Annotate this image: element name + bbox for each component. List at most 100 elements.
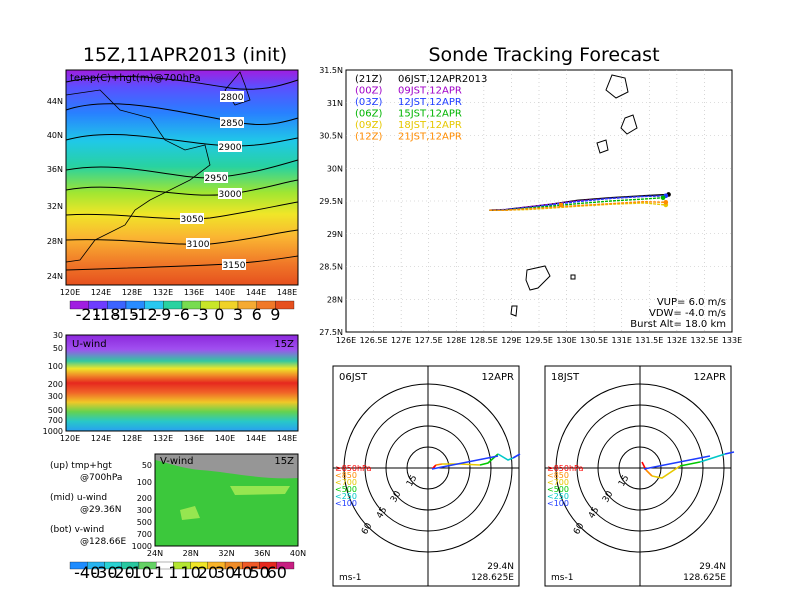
island: [570, 274, 576, 280]
level-legend: <850: [335, 471, 357, 480]
hodo-date: 12APR: [481, 372, 514, 383]
track-lon-tick: 130.5E: [580, 336, 608, 345]
level-legend: <700: [335, 478, 357, 487]
level-legend: <700: [547, 478, 569, 487]
track-lat-tick: 31N: [327, 99, 343, 108]
island: [525, 265, 551, 291]
map-lon-tick: 124E: [91, 288, 111, 297]
colorbar-label: -21: [76, 305, 102, 324]
vwind-patch: [180, 506, 200, 520]
colorbar-label: -30: [91, 563, 117, 582]
colorbar-swatch: [275, 300, 295, 310]
vwind-lat-tick: 32N: [218, 549, 234, 558]
uwind-lon-tick: 144E: [246, 434, 266, 443]
uwind-p-tick: 50: [53, 344, 63, 353]
ring-label: 45: [375, 506, 389, 521]
hodo-lat: 29.4N: [487, 562, 514, 572]
hodograph-frame: [332, 365, 520, 587]
main-title: Sonde Tracking Forecast: [428, 44, 659, 66]
colorbar-swatch: [276, 561, 295, 570]
vwind-p-tick: 1000: [132, 542, 152, 551]
hodo-lon: 128.625E: [683, 573, 726, 583]
hodo-date: 12APR: [693, 372, 726, 383]
colorbar-label: 30: [215, 563, 235, 582]
contour-label: 3100: [187, 240, 210, 250]
map-lon-tick: 120E: [60, 288, 80, 297]
track-lon-tick: 128E: [446, 336, 466, 345]
track-lon-tick: 132.5E: [690, 336, 718, 345]
level-legend: <250: [335, 492, 357, 501]
uwind-p-tick: 200: [48, 380, 63, 389]
vwind-lat-tick: 36N: [254, 549, 270, 558]
track-lat-tick: 29.5N: [319, 197, 343, 206]
vwind-p-tick: 300: [137, 506, 152, 515]
track-lat-tick: 27.5N: [319, 328, 343, 337]
uwind-p-tick: 1000: [43, 427, 63, 436]
vwind-panel: V-wind 15Z 50 100 200 300 500 700 1000 24N 28N 3…: [132, 453, 306, 558]
track-lon-tick: 127E: [391, 336, 411, 345]
hodograph-trace: [497, 453, 514, 461]
track-lon-tick: 132E: [667, 336, 687, 345]
colorbar-label: 40: [232, 563, 252, 582]
level-legend: <500: [547, 485, 569, 494]
uwind-time: 15Z: [274, 339, 294, 350]
uwind-title: U-wind: [72, 339, 107, 350]
track-lat-tick: 28.5N: [319, 263, 343, 272]
hodograph-trace: [435, 463, 443, 466]
hodograph-trace: [645, 469, 653, 477]
track-lon-tick: 126.5E: [360, 336, 388, 345]
vwind-lat-tick: 24N: [147, 549, 163, 558]
legend-entry-time: (09Z): [355, 120, 382, 131]
legend-entry-label: 21JST,12APR: [398, 132, 462, 143]
track-lat-tick: 31.5N: [319, 66, 343, 75]
legend-entry-label: 18JST,12APR: [398, 120, 462, 131]
legend-entry-label: 09JST,12APR: [398, 86, 462, 97]
legend-entry-label: 15JST,12APR: [398, 109, 462, 120]
colorbar-label: 10: [180, 563, 200, 582]
level-legend: <100: [335, 499, 357, 508]
island: [596, 139, 609, 154]
panel-legend-notes: (up) tmp+hgt @700hPa (mid) u-wind @29.36…: [50, 461, 126, 547]
hodograph-trace: [643, 455, 711, 470]
track-lat-tick: 30.5N: [319, 132, 343, 141]
track-lon-tick: 131E: [612, 336, 632, 345]
map-lon-tick: 136E: [184, 288, 204, 297]
temperature-field: [66, 70, 298, 285]
hodo-time: 18JST: [551, 372, 580, 383]
track-lat-tick: 28N: [327, 295, 343, 304]
uwind-p-tick: 30: [53, 331, 63, 340]
map-title: 15Z,11APR2013 (init): [83, 44, 287, 66]
vwind-patch: [230, 486, 290, 495]
hodograph-trace: [699, 453, 726, 463]
track-lon-tick: 127.5E: [415, 336, 443, 345]
uwind-lon-tick: 120E: [60, 434, 80, 443]
vwind-p-tick: 500: [137, 518, 152, 527]
legend-entry-time: (12Z): [355, 132, 382, 143]
vdw-param: VDW= -4.0 m/s: [649, 308, 726, 319]
map-lat-tick: 24N: [47, 272, 63, 281]
vwind-p-tick: 200: [137, 494, 152, 503]
coastline-hokkaido: [224, 71, 251, 106]
colorbar-label: -6: [174, 305, 190, 324]
vwind-lat-tick: 40N: [290, 549, 306, 558]
uwind-p-tick: 700: [48, 416, 63, 425]
hodograph-trace: [651, 465, 681, 479]
map-lon-tick: 140E: [215, 288, 235, 297]
ring-label: 15: [617, 474, 631, 489]
track-lat-tick: 30N: [327, 164, 343, 173]
colorbar-label: 6: [252, 305, 262, 324]
legend-entry-time: (21Z): [355, 74, 382, 85]
colorbar-label: -10: [126, 563, 152, 582]
track-lon-tick: 131.5E: [635, 336, 663, 345]
hodo-lon: 128.625E: [471, 573, 514, 583]
uwind-lon-tick: 136E: [184, 434, 204, 443]
burst-param: Burst Alt= 18.0 km: [630, 319, 726, 330]
hodograph-trace: [679, 461, 701, 467]
vwind-undefined-area: [155, 454, 298, 479]
track-panel: 31.5N 31N 30.5N 30N 29.5N 29N 28.5N 28N 27.5N 12…: [319, 66, 742, 345]
hodo-time: 06JST: [339, 372, 368, 383]
legend-entry-time: (03Z): [355, 97, 382, 108]
track-lat-tick: 29N: [327, 230, 343, 239]
hodograph-trace: [724, 451, 735, 455]
